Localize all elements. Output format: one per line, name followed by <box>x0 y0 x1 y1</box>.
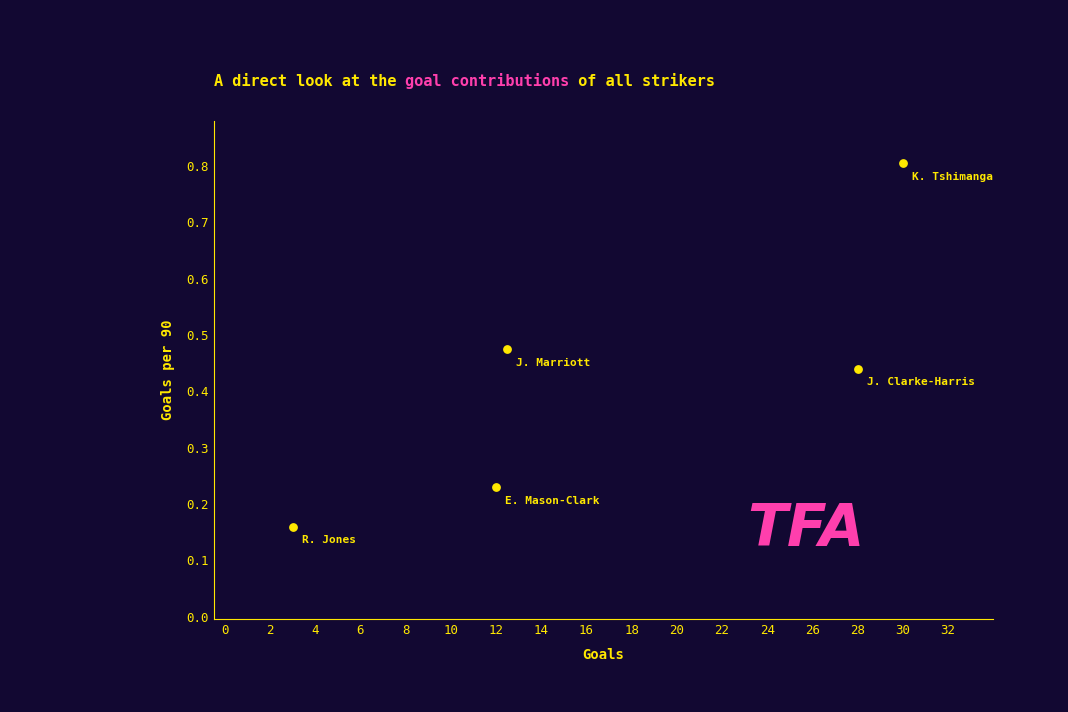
Text: R. Jones: R. Jones <box>302 535 356 545</box>
X-axis label: Goals: Goals <box>582 649 625 662</box>
Point <box>487 481 504 493</box>
Point <box>849 363 866 375</box>
Point <box>894 157 911 169</box>
Text: TFA: TFA <box>748 501 865 558</box>
Point <box>284 520 301 532</box>
Text: goal contributions: goal contributions <box>405 73 569 89</box>
Y-axis label: Goals per 90: Goals per 90 <box>161 320 175 421</box>
Text: J. Marriott: J. Marriott <box>517 357 591 367</box>
Text: E. Mason-Clark: E. Mason-Clark <box>505 496 599 506</box>
Text: of all strikers: of all strikers <box>569 74 716 89</box>
Text: K. Tshimanga: K. Tshimanga <box>912 172 993 182</box>
Point <box>499 343 516 355</box>
Text: A direct look at the: A direct look at the <box>214 74 405 89</box>
Text: J. Clarke-Harris: J. Clarke-Harris <box>867 377 975 387</box>
